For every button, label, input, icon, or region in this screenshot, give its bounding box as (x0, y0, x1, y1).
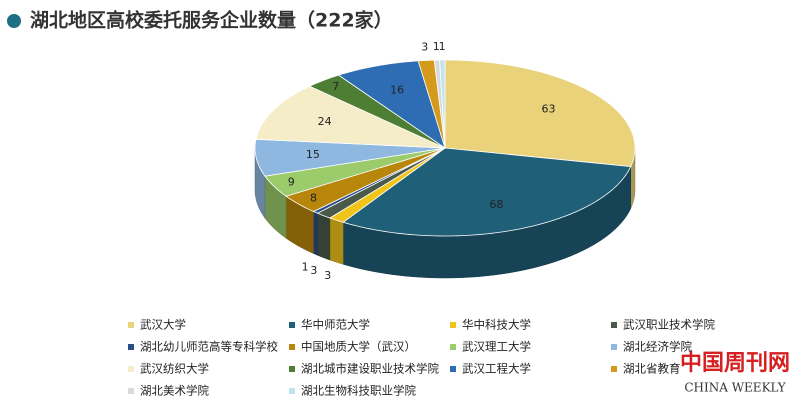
data-label: 8 (310, 192, 317, 205)
legend-swatch (128, 322, 134, 328)
legend-label: 华中科技大学 (462, 318, 531, 332)
legend-label: 武汉工程大学 (462, 362, 531, 376)
watermark: 中国周刊网 (680, 350, 790, 376)
legend-swatch (128, 388, 134, 394)
legend-label: 武汉理工大学 (462, 340, 531, 354)
legend-swatch (611, 344, 617, 350)
legend-label: 湖北城市建设职业技术学院 (301, 362, 439, 376)
pie-slice (308, 74, 446, 149)
legend-swatch (450, 344, 456, 350)
legend-swatch (289, 344, 295, 350)
title-bullet (7, 14, 21, 28)
chart-title: 湖北地区高校委托服务企业数量（222家） (30, 9, 393, 32)
data-label: 3 (324, 269, 331, 282)
pie-slice-side (317, 212, 331, 261)
data-label: 7 (332, 80, 339, 93)
legend-swatch (611, 366, 617, 372)
pie-tops (254, 59, 636, 237)
legend-swatch (128, 366, 134, 372)
legend-label: 湖北生物科技职业学院 (301, 384, 416, 398)
data-label: 15 (306, 148, 320, 161)
data-label: 1 (439, 40, 446, 53)
legend-label: 武汉职业技术学院 (623, 318, 715, 332)
pie-slice (285, 147, 446, 212)
pie-slice (255, 85, 446, 149)
legend-label: 武汉大学 (140, 318, 186, 332)
legend-label: 湖北省教育 (623, 362, 681, 376)
watermark-sub: CHINA WEEKLY (684, 381, 786, 395)
pie-slice-side (329, 217, 344, 265)
legend-swatch (289, 322, 295, 328)
legend-label: 湖北美术学院 (140, 384, 209, 398)
pie-slice-side (313, 211, 318, 256)
legend-swatch (450, 322, 456, 328)
legend-swatch (289, 366, 295, 372)
pie-slice (444, 59, 636, 167)
pie-sides (254, 147, 636, 279)
data-label: 1 (302, 261, 309, 274)
data-label: 63 (541, 102, 555, 115)
pie-slice (417, 59, 446, 149)
pie-slice (264, 147, 446, 197)
legend-label: 中国地质大学（武汉） (301, 340, 416, 354)
legend-swatch (128, 344, 134, 350)
pie-slice (254, 138, 446, 177)
data-label: 1 (433, 40, 440, 53)
legend-label: 湖北幼儿师范高等专科学校 (140, 340, 278, 354)
legend-label: 华中师范大学 (301, 318, 370, 332)
legend-swatch (289, 388, 295, 394)
data-label: 3 (310, 264, 317, 277)
legend-label: 湖北经济学院 (623, 340, 692, 354)
pie-slice (337, 60, 446, 149)
data-label: 68 (489, 198, 503, 211)
legend-swatch (611, 322, 617, 328)
data-label: 3 (421, 40, 428, 53)
data-label: 9 (288, 176, 295, 189)
legend-swatch (450, 366, 456, 372)
legend-label: 武汉纺织大学 (140, 362, 209, 376)
data-label: 24 (318, 115, 332, 128)
data-label: 16 (390, 84, 404, 97)
pie-slice (439, 59, 446, 149)
